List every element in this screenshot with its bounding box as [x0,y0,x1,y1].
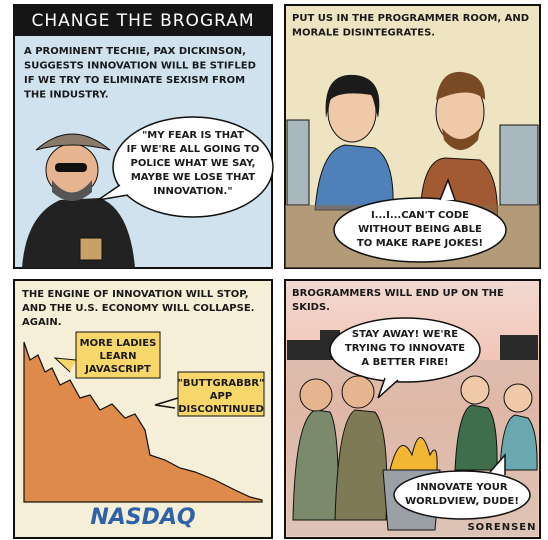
caption-line: AGAIN. [22,317,62,328]
comic-strip: CHANGE THE BROGRAM A PROMINENT TECHIE, P… [0,0,548,540]
panel-1: CHANGE THE BROGRAM A PROMINENT TECHIE, P… [14,5,273,268]
caption-line: PUT US IN THE PROGRAMMER ROOM, AND [292,13,529,24]
speech-line: WITHOUT BEING ABLE [358,224,482,235]
caption-line: BROGRAMMERS WILL END UP ON THE [292,288,504,299]
speech-line: WORLDVIEW, DUDE! [405,496,519,507]
panel-title: CHANGE THE BROGRAM [31,11,254,31]
caption-line: SKIDS. [292,302,330,313]
speech-line: INNOVATE YOUR [416,482,507,493]
caption-line: A PROMINENT TECHIE, PAX DICKINSON, [24,46,246,57]
caption-line: MORALE DISINTEGRATES. [292,28,435,39]
panel-3: THE ENGINE OF INNOVATION WILL STOP, AND T… [14,280,272,538]
signature: SORENSEN [467,522,536,533]
speech-line: A BETTER FIRE! [361,357,448,368]
speech-line: TO MAKE RAPE JOKES! [357,238,483,249]
note-line: APP [210,391,232,402]
note-line: MORE LADIES [80,338,157,349]
caption-line: IF WE TRY TO ELIMINATE SEXISM FROM [24,75,245,86]
speech-line: IF WE'RE ALL GOING TO [127,144,260,155]
nasdaq-logo: NASDAQ [90,505,195,530]
panel-2: PUT US IN THE PROGRAMMER ROOM, AND MORALE… [285,5,540,268]
note-line: DISCONTINUED [178,404,264,415]
speech-line: MAYBE WE LOSE THAT [131,172,255,183]
speech-line: "MY FEAR IS THAT [142,130,244,141]
speech-line: STAY AWAY! WE'RE [352,329,458,340]
caption-line: SUGGESTS INNOVATION WILL BE STIFLED [24,61,256,72]
note-line: JAVASCRIPT [84,364,151,375]
note-line: LEARN [99,351,136,362]
caption-line: THE INDUSTRY. [24,90,109,101]
speech-line: I...I...CAN'T CODE [371,210,469,221]
caption-line: THE ENGINE OF INNOVATION WILL STOP, [22,289,249,300]
caption-line: AND THE U.S. ECONOMY WILL COLLAPSE. [22,303,254,314]
panel-4: BROGRAMMERS WILL END UP ON THE SKIDS. STA… [285,280,540,538]
speech-line: INNOVATION." [153,186,232,197]
speech-line: TRYING TO INNOVATE [345,343,465,354]
note-line: "BUTTGRABBR" [178,378,265,389]
speech-line: POLICE WHAT WE SAY, [131,158,256,169]
